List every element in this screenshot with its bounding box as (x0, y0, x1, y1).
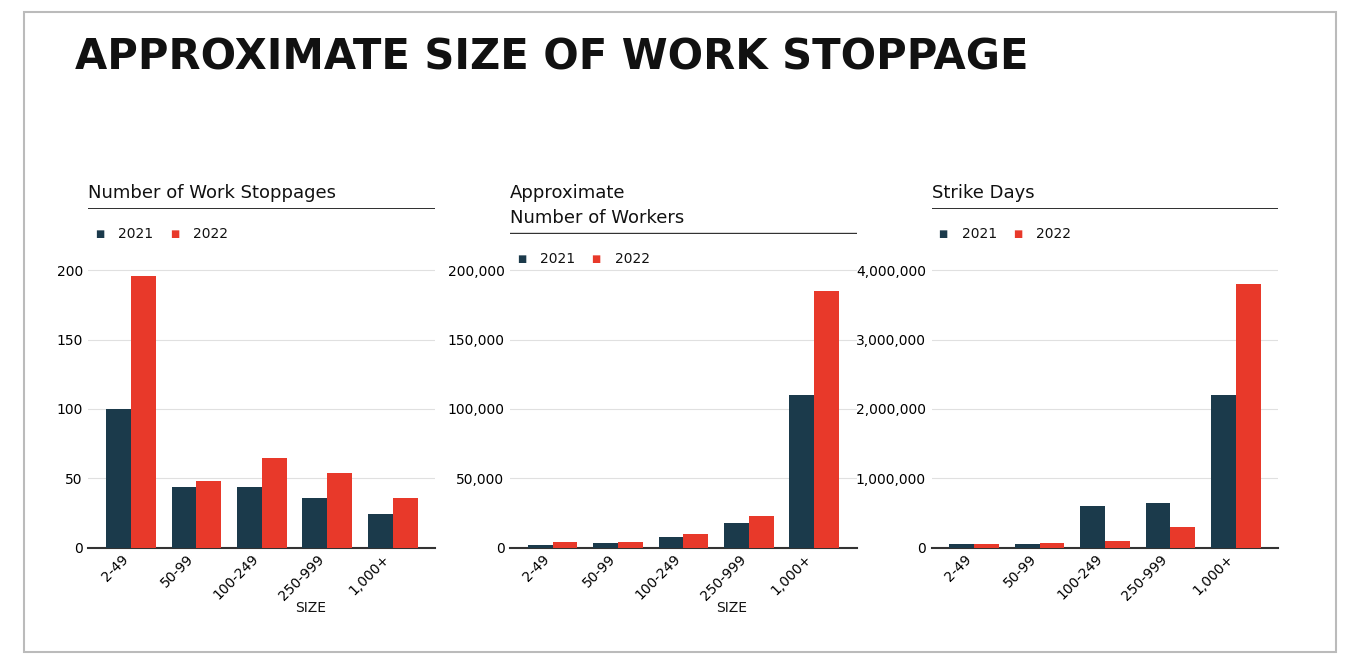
Bar (302, 498, 328, 548)
Bar (617, 542, 643, 548)
Text: 2022: 2022 (1036, 227, 1072, 242)
Text: ■: ■ (1013, 229, 1023, 240)
Bar (749, 516, 774, 548)
Bar (171, 487, 196, 548)
Bar (328, 473, 352, 548)
Text: 2022: 2022 (615, 252, 650, 266)
Text: ■: ■ (95, 229, 105, 240)
Bar (815, 291, 839, 548)
Bar (683, 534, 709, 548)
Bar (1236, 284, 1261, 548)
Text: ■: ■ (170, 229, 180, 240)
Bar (658, 537, 683, 548)
Bar (196, 481, 222, 548)
Bar (789, 395, 815, 548)
Text: APPROXIMATE SIZE OF WORK STOPPAGE: APPROXIMATE SIZE OF WORK STOPPAGE (75, 37, 1028, 78)
Bar (367, 515, 393, 548)
Bar (1039, 542, 1065, 548)
Text: ■: ■ (592, 254, 601, 264)
Bar (237, 487, 261, 548)
Bar (528, 545, 552, 548)
Bar (1080, 506, 1106, 548)
Text: SIZE: SIZE (295, 602, 326, 616)
Bar (1145, 503, 1171, 548)
Bar (261, 457, 287, 548)
Text: Strike Days: Strike Days (932, 184, 1034, 202)
Text: 2021: 2021 (962, 227, 997, 242)
Text: Approximate: Approximate (510, 184, 626, 202)
Bar (724, 523, 749, 548)
Bar (131, 276, 156, 548)
Bar (552, 542, 578, 548)
Bar (974, 544, 1000, 548)
Bar (1104, 541, 1130, 548)
Bar (1015, 544, 1039, 548)
Text: ■: ■ (517, 254, 526, 264)
Bar (1210, 395, 1236, 548)
Text: 2021: 2021 (540, 252, 575, 266)
Text: 2021: 2021 (118, 227, 154, 242)
Bar (393, 498, 418, 548)
Text: Number of Workers: Number of Workers (510, 209, 684, 227)
Text: SIZE: SIZE (717, 602, 748, 616)
Bar (1171, 527, 1195, 548)
Bar (106, 409, 131, 548)
Text: 2022: 2022 (193, 227, 228, 242)
Bar (593, 543, 617, 548)
Text: Number of Work Stoppages: Number of Work Stoppages (88, 184, 336, 202)
Bar (949, 544, 974, 548)
Text: ■: ■ (938, 229, 948, 240)
